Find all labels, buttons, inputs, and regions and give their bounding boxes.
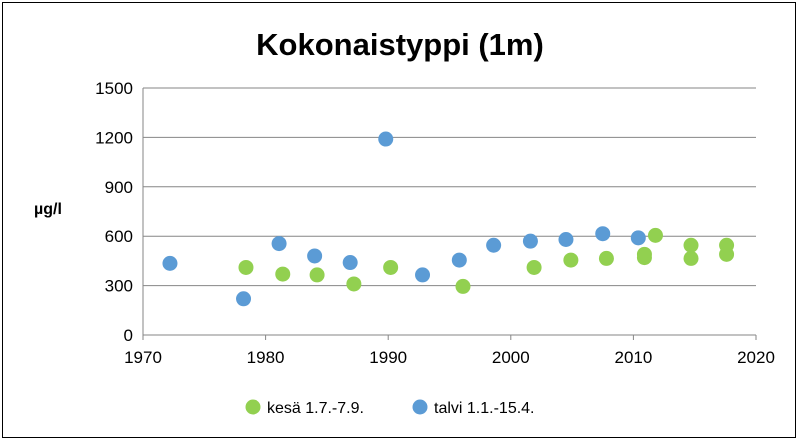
data-point-kesa <box>526 259 542 275</box>
data-point-kesa <box>455 278 471 294</box>
legend: kesä 1.7.-7.9. talvi 1.1.-15.4. <box>245 399 535 417</box>
legend-marker-kesa <box>245 399 261 415</box>
data-point-kesa <box>238 259 254 275</box>
y-tick-label: 1500 <box>95 79 133 98</box>
data-point-talvi <box>162 255 178 271</box>
data-point-kesa <box>598 250 614 266</box>
data-point-talvi <box>522 233 538 249</box>
y-tick-label: 600 <box>105 227 133 246</box>
data-point-talvi <box>451 252 467 268</box>
x-tick-label: 1990 <box>369 348 407 367</box>
data-point-talvi <box>486 237 502 253</box>
data-point-talvi <box>415 267 431 283</box>
data-point-kesa <box>636 250 652 266</box>
data-point-talvi <box>378 131 394 147</box>
x-tick-label: 2020 <box>737 348 775 367</box>
tick-labels: 0 300 600 900 1200 1500 1970 1980 1990 2000 2010 20… <box>95 79 775 367</box>
legend-label-talvi: talvi 1.1.-15.4. <box>434 400 535 417</box>
data-point-kesa <box>346 276 362 292</box>
legend-marker-talvi <box>412 399 428 415</box>
data-point-kesa <box>683 250 699 266</box>
data-point-kesa <box>275 266 291 282</box>
data-point-kesa <box>647 227 663 243</box>
data-point-talvi <box>558 231 574 247</box>
y-tick-label: 300 <box>105 277 133 296</box>
data-point-talvi <box>307 248 323 264</box>
data-point-kesa <box>383 259 399 275</box>
data-point-talvi <box>595 226 611 242</box>
y-tick-label: 0 <box>124 326 133 345</box>
data-point-talvi <box>630 230 646 246</box>
data-point-kesa <box>309 267 325 283</box>
data-point-kesa <box>683 237 699 253</box>
data-point-talvi <box>271 236 287 252</box>
x-tick-label: 2000 <box>492 348 530 367</box>
x-tick-label: 1970 <box>124 348 162 367</box>
y-tick-label: 900 <box>105 178 133 197</box>
chart-frame <box>2 2 796 438</box>
data-point-talvi <box>342 255 358 271</box>
chart-title: Kokonaistyppi (1m) <box>256 27 544 62</box>
axes <box>142 88 757 340</box>
y-axis-label: µg/l <box>34 201 62 218</box>
data-points <box>162 131 735 307</box>
data-point-kesa <box>563 252 579 268</box>
x-tick-label: 2010 <box>614 348 652 367</box>
y-tick-label: 1200 <box>95 128 133 147</box>
x-tick-label: 1980 <box>247 348 285 367</box>
legend-label-kesa: kesä 1.7.-7.9. <box>267 400 364 417</box>
data-point-talvi <box>236 291 252 307</box>
data-point-kesa <box>719 246 735 262</box>
gridlines <box>143 87 756 287</box>
